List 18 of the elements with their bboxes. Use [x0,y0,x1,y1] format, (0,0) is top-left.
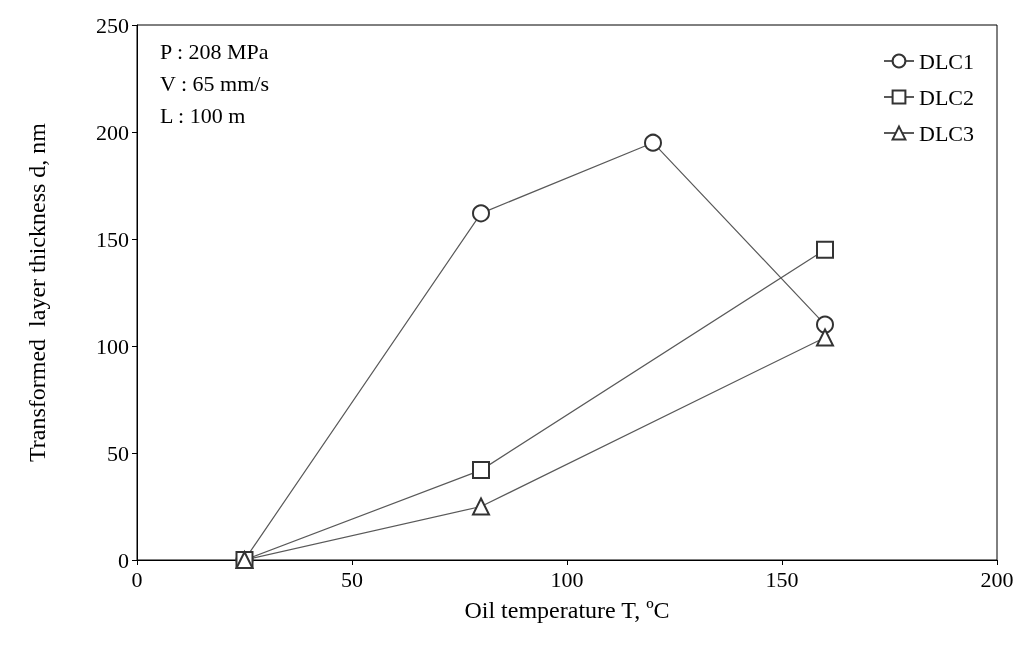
x-axis-title: Oil temperature T, ºC [464,597,670,623]
y-tick-label: 150 [96,226,129,252]
legend-label: DLC2 [919,84,974,110]
y-tick-label: 0 [118,547,129,573]
y-tick-label: 50 [107,440,129,466]
x-tick-label: 50 [341,566,363,592]
legend-label: DLC3 [919,120,974,146]
x-tick-label: 150 [765,566,799,592]
annotation: P : 208 MPa [160,38,269,64]
y-tick-label: 100 [96,333,129,359]
annotation: L : 100 m [160,102,246,128]
x-tick-label: 100 [550,566,584,592]
y-tick-label: 250 [96,12,129,38]
y-tick-label: 200 [96,119,129,145]
annotation: V : 65 mm/s [160,70,270,96]
legend-label: DLC1 [919,48,974,74]
y-axis-title: Transformed layer thickness d, nm [24,122,50,463]
x-tick-label: 200 [980,566,1014,592]
